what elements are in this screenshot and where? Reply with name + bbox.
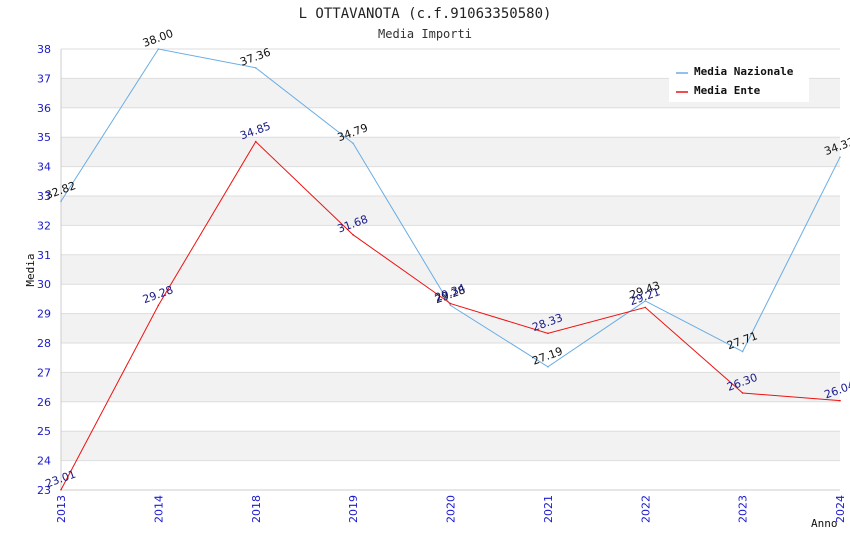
data-point — [839, 399, 841, 402]
y-tick-label: 36 — [37, 102, 51, 115]
data-point — [547, 332, 549, 335]
grid-band — [61, 166, 840, 196]
x-tick-label: 2022 — [639, 495, 652, 523]
y-tick-label: 25 — [37, 425, 51, 438]
data-point — [60, 200, 62, 203]
data-point — [352, 234, 354, 236]
x-tick-label: 2014 — [152, 495, 165, 523]
grid-band — [61, 313, 840, 343]
x-tick-label: 2021 — [542, 495, 555, 523]
x-tick-label: 2019 — [347, 495, 360, 523]
y-tick-label: 23 — [37, 484, 51, 497]
y-tick-label: 37 — [37, 72, 51, 85]
y-tick-label: 29 — [37, 308, 51, 321]
data-point — [449, 302, 452, 305]
y-tick-label: 35 — [37, 131, 51, 144]
y-tick-label: 24 — [37, 455, 51, 468]
grid-band — [61, 372, 840, 402]
y-tick-label: 32 — [37, 219, 51, 232]
grid-band — [61, 460, 840, 490]
y-tick-label: 30 — [37, 278, 51, 291]
x-tick-label: 2023 — [737, 495, 750, 523]
data-point — [547, 366, 549, 368]
x-tick-label: 2018 — [250, 495, 263, 523]
x-tick-label: 2020 — [445, 495, 458, 523]
legend-label-media-nazionale: Media Nazionale — [694, 65, 794, 78]
data-point — [644, 306, 647, 309]
grid-band — [61, 343, 840, 373]
data-point — [254, 67, 257, 69]
data-point — [352, 142, 354, 145]
chart-subtitle: Media Importi — [378, 27, 472, 41]
data-point — [60, 488, 62, 491]
grid-band — [61, 137, 840, 167]
data-point — [741, 392, 744, 394]
data-point — [644, 300, 647, 302]
data-point — [157, 48, 160, 50]
legend: Media Nazionale Media Ente — [669, 60, 809, 102]
data-point — [157, 304, 160, 307]
grid-band — [61, 431, 840, 461]
y-tick-label: 38 — [37, 43, 51, 56]
chart-title: L OTTAVANOTA (c.f.91063350580) — [298, 6, 552, 22]
y-tick-label: 26 — [37, 396, 51, 409]
grid-band — [61, 225, 840, 255]
grid-band — [61, 196, 840, 226]
legend-label-media-ente: Media Ente — [694, 84, 761, 97]
y-tick-label: 28 — [37, 337, 51, 350]
grid-band — [61, 401, 840, 432]
x-tick-label: 2013 — [55, 495, 68, 523]
x-tick-label: 2024 — [834, 495, 847, 523]
y-tick-label: 33 — [37, 190, 51, 203]
data-point — [839, 156, 841, 158]
y-tick-label: 31 — [37, 249, 51, 262]
grid-band — [61, 254, 840, 285]
y-tick-label: 27 — [37, 366, 51, 379]
grid-band — [61, 284, 840, 314]
data-point — [741, 350, 744, 353]
y-tick-label: 34 — [37, 161, 51, 174]
y-axis-label: Media — [24, 253, 37, 286]
data-point — [254, 140, 257, 143]
data-point — [449, 304, 452, 307]
x-axis-label: Anno — [811, 517, 838, 530]
grid-band — [61, 107, 840, 138]
data-label: 38.00 — [141, 27, 175, 50]
